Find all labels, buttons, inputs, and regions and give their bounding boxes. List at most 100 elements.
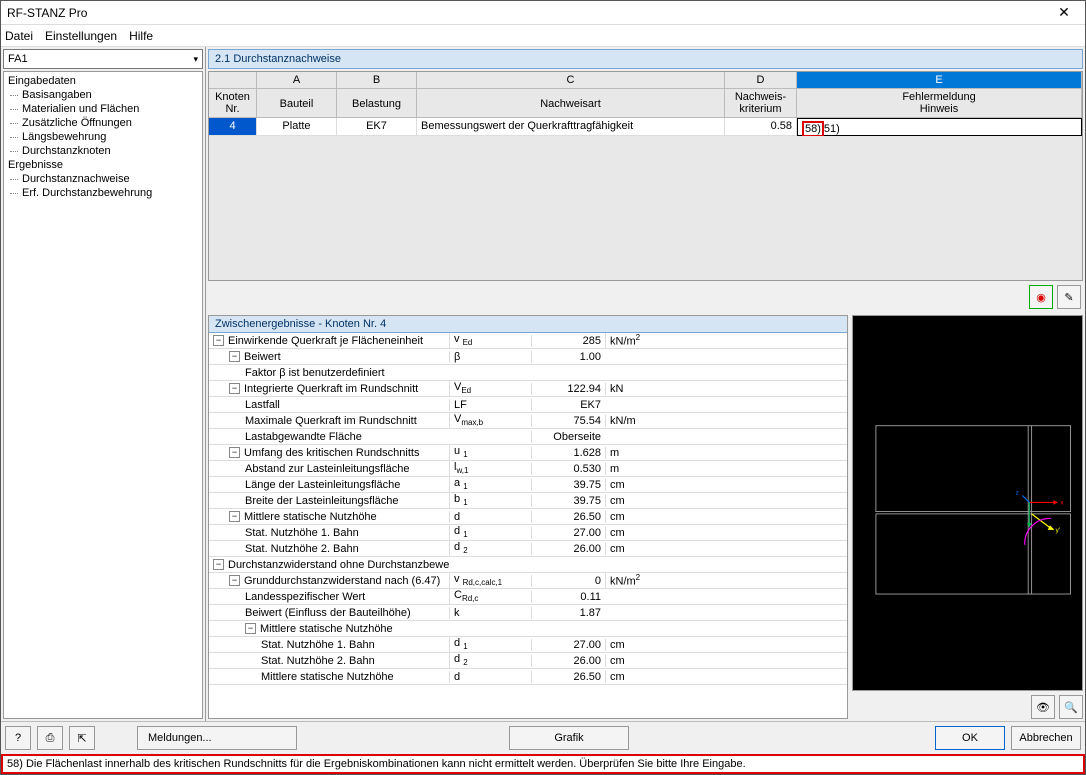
toggle-icon[interactable]: − — [229, 575, 240, 586]
col-letter-b[interactable]: B — [337, 72, 417, 89]
loadcase-combo[interactable]: FA1 ▾ — [3, 49, 203, 69]
detail-value: 1.87 — [531, 607, 605, 619]
detail-unit: m — [605, 447, 847, 459]
meldungen-button[interactable]: Meldungen... — [137, 726, 297, 750]
tree-item[interactable]: Zusätzliche Öffnungen — [8, 116, 198, 130]
detail-row[interactable]: −Beiwertβ1.00 — [209, 349, 847, 365]
tree-header-input[interactable]: Eingabedaten — [8, 74, 198, 88]
toggle-icon[interactable]: − — [229, 351, 240, 362]
detail-value: 1.628 — [531, 447, 605, 459]
col-letter-a[interactable]: A — [257, 72, 337, 89]
close-icon[interactable]: ✕ — [1049, 4, 1079, 21]
detail-value: 0.11 — [531, 591, 605, 603]
detail-unit: cm — [605, 639, 847, 651]
tree-item[interactable]: Durchstanznachweise — [8, 172, 198, 186]
detail-unit: cm — [605, 543, 847, 555]
toggle-icon[interactable]: − — [213, 335, 224, 346]
detail-label: Mittlere statische Nutzhöhe — [244, 511, 377, 523]
pick-button[interactable]: ✎ — [1057, 285, 1081, 309]
detail-unit: cm — [605, 511, 847, 523]
detail-label: Abstand zur Lasteinleitungsfläche — [245, 463, 410, 475]
detail-row[interactable]: Länge der Lasteinleitungsflächea 139.75c… — [209, 477, 847, 493]
detail-row[interactable]: −Einwirkende Querkraft je Flächeneinheit… — [209, 333, 847, 349]
detail-row[interactable]: Stat. Nutzhöhe 1. Bahnd 127.00cm — [209, 525, 847, 541]
hdr-nachweis: Nachweisart — [417, 89, 725, 118]
toggle-icon[interactable]: − — [229, 383, 240, 394]
tree-header-results[interactable]: Ergebnisse — [8, 158, 198, 172]
cell-hinweis: 58)51) — [797, 118, 1082, 136]
eye-button[interactable]: 👁 — [1031, 695, 1055, 719]
cancel-button[interactable]: Abbrechen — [1011, 726, 1081, 750]
detail-label: Beiwert (Einfluss der Bauteilhöhe) — [245, 607, 411, 619]
cell-bauteil: Platte — [257, 118, 337, 136]
tree-item[interactable]: Längsbewehrung — [8, 130, 198, 144]
help-button[interactable]: ? — [5, 726, 31, 750]
detail-row[interactable]: −Integrierte Querkraft im RundschnittVEd… — [209, 381, 847, 397]
detail-row[interactable]: −Umfang des kritischen Rundschnittsu 11.… — [209, 445, 847, 461]
detail-row[interactable]: Abstand zur Lasteinleitungsflächelw,10.5… — [209, 461, 847, 477]
window-title: RF-STANZ Pro — [7, 6, 1049, 20]
detail-symbol: d 1 — [449, 525, 531, 539]
detail-value: 285 — [531, 335, 605, 347]
detail-value: 26.00 — [531, 655, 605, 667]
detail-row[interactable]: Maximale Querkraft im RundschnittVmax,b7… — [209, 413, 847, 429]
detail-symbol: lw,1 — [449, 461, 531, 475]
detail-row[interactable]: LastfallLFEK7 — [209, 397, 847, 413]
detail-row[interactable]: Stat. Nutzhöhe 1. Bahnd 127.00cm — [209, 637, 847, 653]
detail-row[interactable]: −Mittlere statische Nutzhöhe — [209, 621, 847, 637]
detail-unit: kN — [605, 383, 847, 395]
detail-row[interactable]: Beiwert (Einfluss der Bauteilhöhe)k1.87 — [209, 605, 847, 621]
tree-item[interactable]: Materialien und Flächen — [8, 102, 198, 116]
viewport-svg: x z y' — [853, 316, 1082, 690]
detail-row[interactable]: Stat. Nutzhöhe 2. Bahnd 226.00cm — [209, 653, 847, 669]
detail-symbol: b 1 — [449, 493, 531, 507]
detail-label: Durchstanzwiderstand ohne Durchstanzbewe… — [228, 559, 449, 571]
col-letter-c[interactable]: C — [417, 72, 725, 89]
toggle-icon[interactable]: − — [229, 447, 240, 458]
hinweis-51: 51) — [824, 123, 840, 135]
export-button[interactable]: ⎙ — [37, 726, 63, 750]
detail-unit: cm — [605, 655, 847, 667]
detail-label: Maximale Querkraft im Rundschnitt — [245, 415, 417, 427]
col-letter-e[interactable]: E — [797, 72, 1082, 89]
status-bar: 58) Die Flächenlast innerhalb des kritis… — [1, 754, 1085, 774]
detail-label: Grunddurchstanzwiderstand nach (6.47) — [244, 575, 440, 587]
menu-help[interactable]: Hilfe — [129, 29, 153, 43]
detail-row[interactable]: Breite der Lasteinleitungsflächeb 139.75… — [209, 493, 847, 509]
excel-button[interactable]: ⇱ — [69, 726, 95, 750]
detail-row[interactable]: −Durchstanzwiderstand ohne Durchstanzbew… — [209, 557, 847, 573]
detail-label: Beiwert — [244, 351, 281, 363]
detail-body[interactable]: −Einwirkende Querkraft je Flächeneinheit… — [209, 333, 847, 718]
detail-row[interactable]: Lastabgewandte FlächeOberseite — [209, 429, 847, 445]
toggle-icon[interactable]: − — [245, 623, 256, 634]
detail-symbol: d — [449, 511, 531, 523]
detail-symbol: Vmax,b — [449, 413, 531, 427]
menu-settings[interactable]: Einstellungen — [45, 29, 117, 43]
detail-row[interactable]: −Grunddurchstanzwiderstand nach (6.47) v … — [209, 573, 847, 589]
ok-button[interactable]: OK — [935, 726, 1005, 750]
tree-item[interactable]: Durchstanzknoten — [8, 144, 198, 158]
detail-row[interactable]: Landesspezifischer WertCRd,c0.11 — [209, 589, 847, 605]
filter-button[interactable]: ◉ — [1029, 285, 1053, 309]
tree-item[interactable]: Erf. Durchstanzbewehrung — [8, 186, 198, 200]
detail-row[interactable]: Faktor β ist benutzerdefiniert — [209, 365, 847, 381]
detail-row[interactable]: −Mittlere statische Nutzhöhe d26.50cm — [209, 509, 847, 525]
grid-row-1[interactable]: 4 Platte EK7 Bemessungswert der Querkraf… — [209, 118, 1082, 136]
combo-value: FA1 — [8, 53, 28, 65]
detail-label: Mittlere statische Nutzhöhe — [261, 671, 394, 683]
toggle-icon[interactable]: − — [213, 559, 224, 570]
detail-label: Integrierte Querkraft im Rundschnitt — [244, 383, 418, 395]
detail-row[interactable]: Stat. Nutzhöhe 2. Bahnd 226.00cm — [209, 541, 847, 557]
grafik-button[interactable]: Grafik — [509, 726, 629, 750]
main-area: FA1 ▾ Eingabedaten BasisangabenMateriali… — [1, 47, 1085, 721]
col-letter-d[interactable]: D — [725, 72, 797, 89]
tree-item[interactable]: Basisangaben — [8, 88, 198, 102]
toggle-icon[interactable]: − — [229, 511, 240, 522]
detail-value: 26.50 — [531, 511, 605, 523]
detail-unit: cm — [605, 527, 847, 539]
menu-file[interactable]: Datei — [5, 29, 33, 43]
detail-symbol: v Rd,c,calc,1 — [449, 573, 531, 587]
detail-row[interactable]: Mittlere statische Nutzhöhed26.50cm — [209, 669, 847, 685]
3d-viewport[interactable]: x z y' — [852, 315, 1083, 691]
print-button[interactable]: 🔍 — [1059, 695, 1083, 719]
